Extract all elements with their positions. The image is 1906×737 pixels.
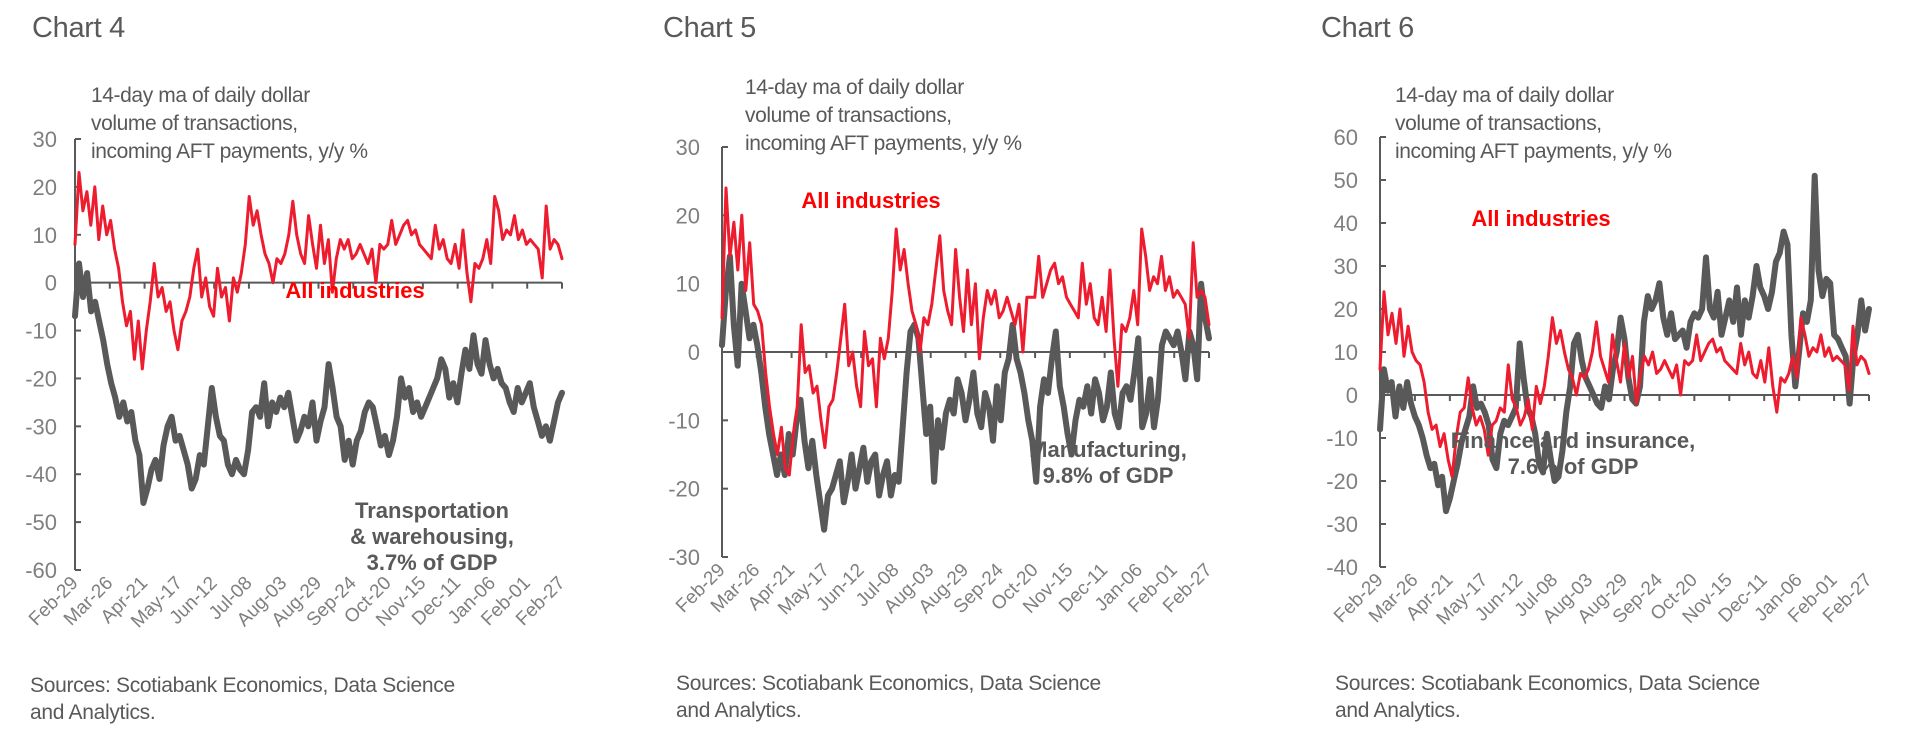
chart-4-plot: 3020100-10-20-30-40-50-60Feb-29Mar-26Apr… [25,127,569,632]
chart-sources: Sources: Scotiabank Economics, Data Scie… [1335,670,1760,724]
y-tick-label: 10 [1334,340,1358,365]
y-tick-label: 0 [1346,383,1358,408]
y-tick-label: 60 [1334,125,1358,150]
chart-subtitle: 14-day ma of daily dollar volume of tran… [1395,82,1672,166]
sector-series-line [72,260,565,506]
y-tick-label: -10 [25,319,57,344]
all-industries-label: All industries [285,278,424,303]
chart-6-plot: 6050403020100-10-20-30-40Feb-29Mar-26Apr… [1326,125,1876,629]
chart-subtitle: 14-day ma of daily dollar volume of tran… [745,74,1022,158]
sector-series-label: 9.8% of GDP [1043,463,1174,488]
chart-title: Chart 6 [1321,12,1414,44]
y-tick-label: -30 [668,545,700,570]
y-tick-label: 20 [676,203,700,228]
y-tick-label: 20 [1334,297,1358,322]
sources-line: Sources: Scotiabank Economics, Data Scie… [676,672,1101,695]
chart-sources: Sources: Scotiabank Economics, Data Scie… [676,670,1101,724]
sources-line: and Analytics. [1335,699,1461,722]
y-tick-label: -30 [1326,512,1358,537]
sources-line: Sources: Scotiabank Economics, Data Scie… [1335,672,1760,695]
sector-series-label: 3.7% of GDP [367,550,498,575]
y-tick-label: 30 [1334,254,1358,279]
y-tick-label: 10 [676,272,700,297]
sector-series-line [1377,172,1872,515]
y-tick-label: -40 [1326,555,1358,580]
y-tick-label: 30 [676,135,700,160]
subtitle-line: volume of transactions, [745,104,952,127]
y-tick-label: 30 [33,127,57,152]
sector-series-label: Finance and insurance, [1451,428,1696,453]
sector-series-line [719,253,1212,533]
chart-title: Chart 5 [663,12,756,44]
subtitle-line: 14-day ma of daily dollar [91,84,310,107]
chart-subtitle: 14-day ma of daily dollar volume of tran… [91,82,368,166]
sources-line: Sources: Scotiabank Economics, Data Scie… [30,674,455,697]
y-tick-label: 10 [33,223,57,248]
all-industries-series-line [73,171,564,371]
all-industries-label: All industries [801,188,940,213]
y-tick-label: 0 [688,340,700,365]
y-tick-label: -30 [25,414,57,439]
chart-sources: Sources: Scotiabank Economics, Data Scie… [30,672,455,726]
y-tick-label: -20 [25,366,57,391]
y-tick-label: -20 [668,477,700,502]
chart-5-plot: 3020100-10-20-30Feb-29Mar-26Apr-21May-17… [668,135,1216,619]
y-tick-label: -40 [25,462,57,487]
subtitle-line: volume of transactions, [91,112,298,135]
sector-series-label: Manufacturing, [1029,437,1187,462]
all-industries-series-line [1378,290,1871,479]
sources-line: and Analytics. [676,699,802,722]
y-tick-label: 40 [1334,211,1358,236]
sector-series-label: & warehousing, [350,524,514,549]
all-industries-label: All industries [1471,206,1610,231]
chart-panel-4: Chart 4 14-day ma of daily dollar volume… [0,0,640,737]
sector-series-label: 7.6% of GDP [1508,454,1639,479]
y-tick-label: -10 [668,408,700,433]
subtitle-line: incoming AFT payments, y/y % [91,140,368,163]
subtitle-line: 14-day ma of daily dollar [745,76,964,99]
all-industries-series-line [720,186,1211,477]
y-tick-label: -10 [1326,426,1358,451]
subtitle-line: incoming AFT payments, y/y % [1395,140,1672,163]
y-tick-label: 0 [45,271,57,296]
y-tick-label: 50 [1334,168,1358,193]
chart-title: Chart 4 [32,12,125,44]
subtitle-line: 14-day ma of daily dollar [1395,84,1614,107]
subtitle-line: incoming AFT payments, y/y % [745,132,1022,155]
y-tick-label: -50 [25,510,57,535]
subtitle-line: volume of transactions, [1395,112,1602,135]
y-tick-label: -60 [25,558,57,583]
sources-line: and Analytics. [30,701,156,724]
sector-series-label: Transportation [355,498,509,523]
y-tick-label: 20 [33,175,57,200]
y-tick-label: -20 [1326,469,1358,494]
